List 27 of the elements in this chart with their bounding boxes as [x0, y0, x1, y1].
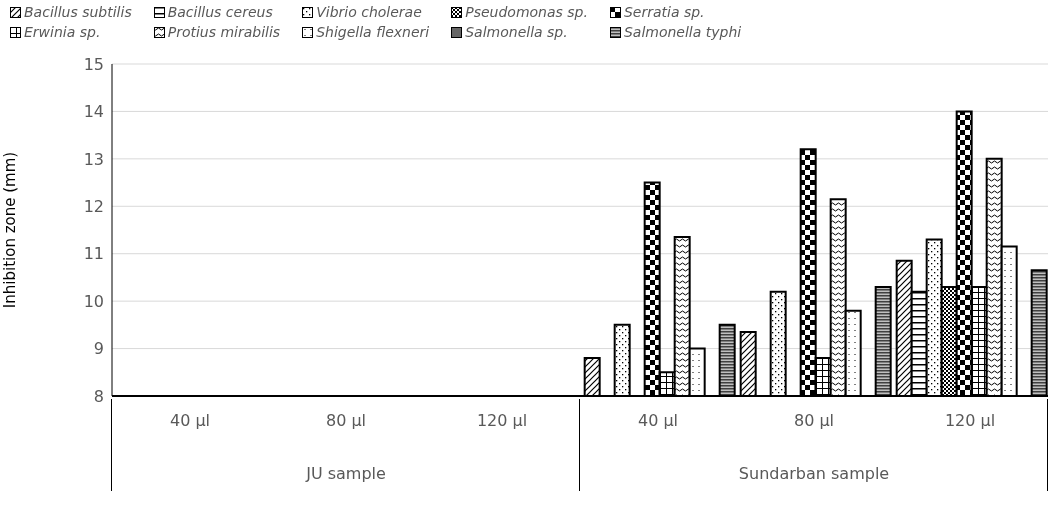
- y-tick-label: 12: [83, 196, 104, 216]
- y-tick-label: 14: [83, 102, 104, 122]
- legend-label: Serratia sp.: [623, 4, 705, 20]
- text: JU sample: [304, 464, 387, 483]
- x-tick-label: 120 µl: [944, 411, 996, 430]
- legend-label: Vibrio cholerae: [316, 4, 422, 20]
- legend-label: Bacillus subtilis: [24, 4, 132, 20]
- legend-label: Pseudomonas sp.: [465, 4, 588, 20]
- x-tick-label: 120 µl: [476, 411, 528, 430]
- y-axis-title: Inhibition zone (mm): [1, 151, 20, 309]
- legend-label: Shigella flexneri: [316, 24, 430, 40]
- y-tick-label: 10: [83, 291, 104, 311]
- y-tick-label: 8: [93, 386, 104, 406]
- x-tick-label: 80 µl: [325, 411, 367, 430]
- y-tick-label: 15: [83, 54, 104, 74]
- x-tick-label: 80 µl: [793, 411, 835, 430]
- legend-label: Protius mirabilis: [167, 24, 281, 40]
- y-tick-label: 13: [83, 149, 104, 169]
- legend-label: Bacillus cereus: [167, 4, 273, 20]
- x-tick-label: 40 µl: [637, 411, 679, 430]
- y-tick-label: 9: [93, 339, 104, 359]
- x-tick-label: 40 µl: [169, 411, 211, 430]
- legend-label: Salmonella sp.: [465, 24, 568, 40]
- y-tick-label: 11: [83, 244, 104, 264]
- text: Sundarban sample: [737, 464, 891, 483]
- legend-label: Salmonella typhi: [623, 24, 742, 40]
- legend-label: Erwinia sp.: [24, 24, 101, 40]
